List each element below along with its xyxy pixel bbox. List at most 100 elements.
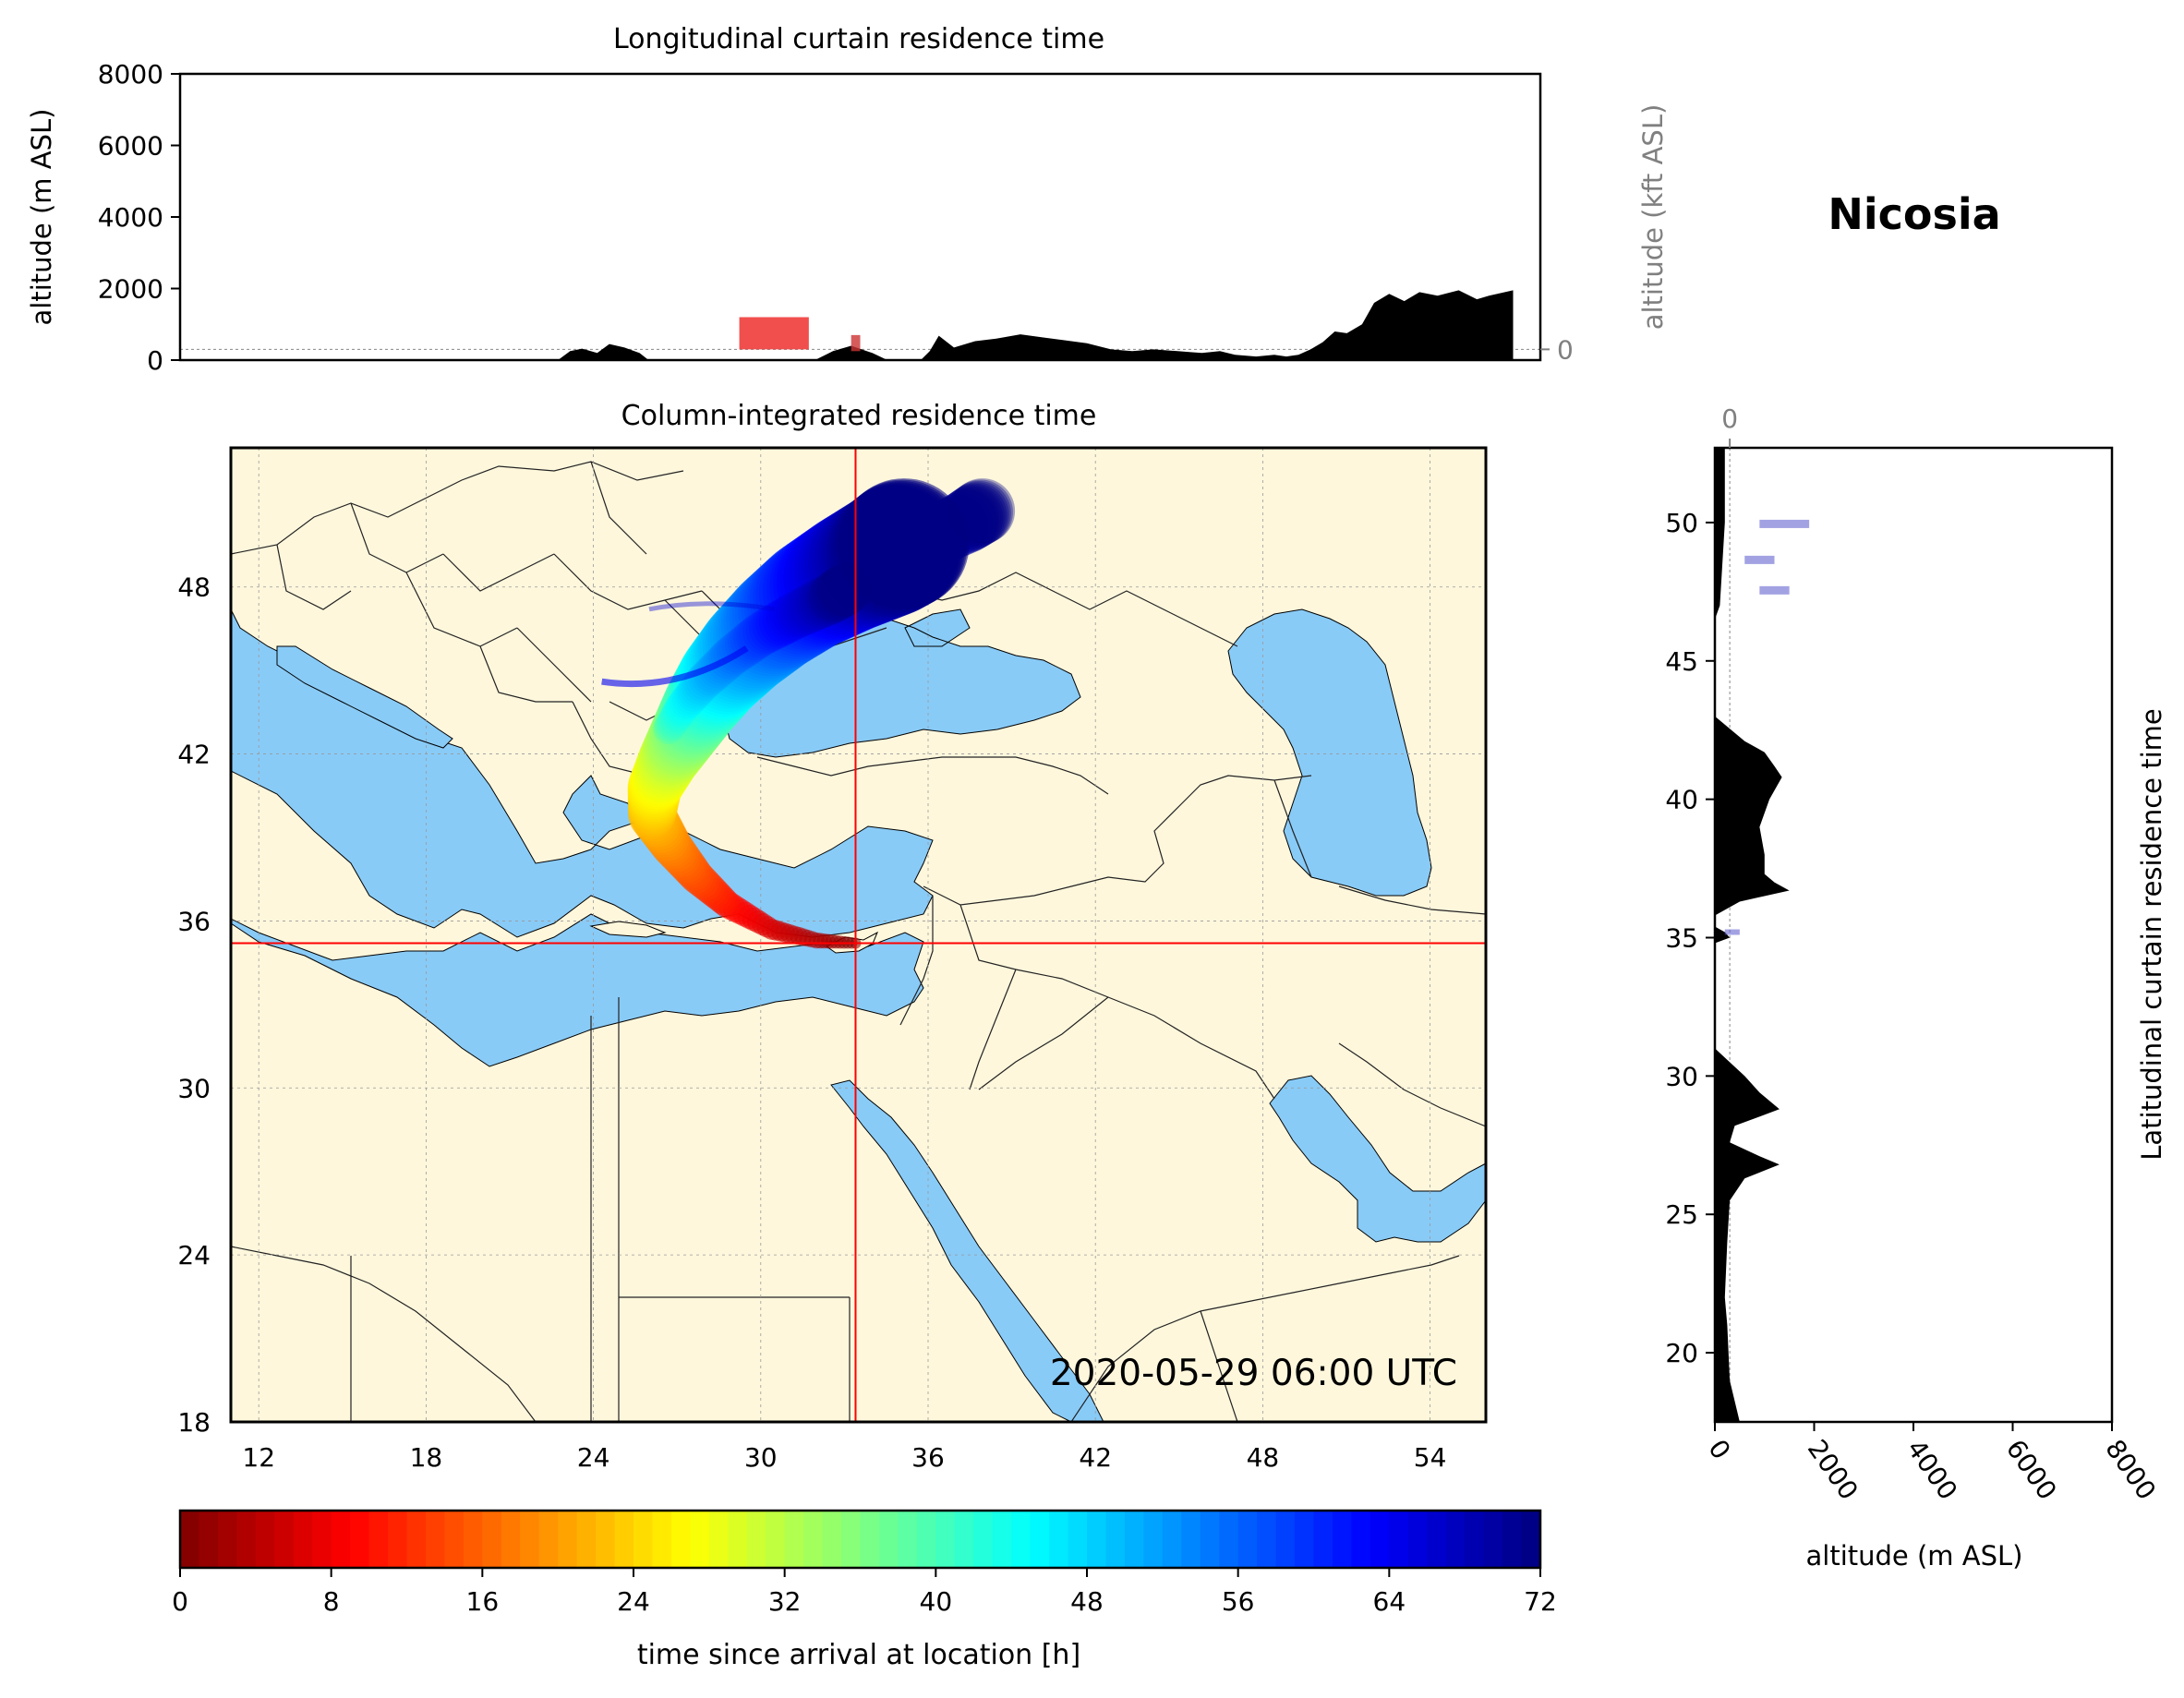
right-x-ticks-top: 050100 [1721, 403, 1738, 448]
colorbar-step [898, 1511, 918, 1568]
colorbar-tick-label: 8 [323, 1586, 340, 1617]
colorbar-step [1407, 1511, 1428, 1568]
red-sea [830, 1079, 1104, 1422]
plume-dot [949, 478, 1016, 544]
colorbar-step [1087, 1511, 1107, 1568]
sea-areas [231, 581, 1486, 1422]
colorbar-step [1389, 1511, 1409, 1568]
map-ytick-label: 36 [177, 906, 211, 936]
top-terrain-path [180, 290, 1540, 360]
colorbar-step [1030, 1511, 1050, 1568]
colorbar-step [350, 1511, 370, 1568]
colorbar-step [255, 1511, 275, 1568]
map-y-ticks: 18 24 30 36 42 48 [177, 572, 211, 1438]
plume-wisp [648, 601, 776, 612]
map-xtick-label: 48 [1247, 1442, 1280, 1473]
map-ytick-label: 18 [177, 1407, 211, 1438]
colorbar-step [992, 1511, 1012, 1568]
colorbar-step [538, 1511, 559, 1568]
colorbar-step [1275, 1511, 1296, 1568]
colorbar-frame [178, 1509, 1542, 1570]
map-ytick-label: 48 [177, 572, 211, 603]
right-x-ticks: 0 2000 4000 6000 8000 [1702, 1422, 2162, 1505]
right-xtick-label: 8000 [2099, 1434, 2162, 1505]
top-ytick-right-label: 0 [1557, 334, 1574, 365]
right-highlight-group [1724, 519, 1810, 935]
location-title: Nicosia [1828, 189, 2000, 239]
right-highlight-rect [1744, 555, 1775, 564]
right-terrain-path [1715, 448, 1790, 1422]
top-y-axis-label-right: altitude (kft ASL) [1637, 104, 1669, 331]
colorbar-step [1313, 1511, 1333, 1568]
colorbar-step [1295, 1511, 1315, 1568]
colorbar-step [293, 1511, 313, 1568]
colorbar-gradient [180, 1511, 1541, 1568]
map-panel-title: Column-integrated residence time [621, 400, 1097, 432]
right-xtick-top-label: 0 [1721, 403, 1738, 434]
colorbar-step [199, 1511, 219, 1568]
right-grid [1729, 448, 1731, 1422]
colorbar-step [444, 1511, 465, 1568]
colorbar-step [954, 1511, 974, 1568]
colorbar-step [652, 1511, 672, 1568]
map-xtick-label: 18 [410, 1442, 443, 1473]
latitudinal-curtain-panel: Nicosia 20 25 30 35 40 45 50 0 2000 4000 6000 8000… [1665, 189, 2167, 1572]
column-integrated-panel: Column-integrated residence time [177, 400, 1488, 1473]
colorbar-step [1143, 1511, 1164, 1568]
colorbar-step [312, 1511, 332, 1568]
top-terrain-area [180, 290, 1540, 360]
colorbar-tick-label: 64 [1373, 1586, 1406, 1617]
right-xtick-label: 4000 [1900, 1434, 1963, 1505]
crete [589, 921, 667, 938]
colorbar-step [368, 1511, 389, 1568]
adriatic-sea [276, 645, 453, 749]
right-y-axis-label: Latitudinal curtain residence time [2136, 708, 2167, 1161]
trajectory-plume [601, 478, 1016, 949]
right-xtick-label: 6000 [2000, 1434, 2063, 1505]
colorbar-step [860, 1511, 880, 1568]
colorbar-tick-label: 40 [920, 1586, 953, 1617]
colorbar-step [482, 1511, 502, 1568]
colorbar-step [1068, 1511, 1088, 1568]
colorbar-step [841, 1511, 862, 1568]
colorbar-step [1332, 1511, 1353, 1568]
colorbar-step [1049, 1511, 1069, 1568]
colorbar-step [217, 1511, 237, 1568]
colorbar-step [746, 1511, 766, 1568]
top-ytick-label: 4000 [98, 202, 163, 233]
colorbar-step [1105, 1511, 1126, 1568]
map-xtick-label: 12 [242, 1442, 275, 1473]
colorbar-step [784, 1511, 804, 1568]
plume-dot [839, 478, 970, 609]
map-xtick-label: 54 [1414, 1442, 1447, 1473]
colorbar-step [728, 1511, 748, 1568]
plume-dot [819, 562, 872, 616]
colorbar-step [180, 1511, 200, 1568]
colorbar-step [1427, 1511, 1447, 1568]
right-xtick-label: 0 [1702, 1434, 1736, 1465]
colorbar-step [558, 1511, 578, 1568]
colorbar-step [1465, 1511, 1485, 1568]
colorbar-step [1011, 1511, 1032, 1568]
colorbar-step [708, 1511, 729, 1568]
right-x-axis-label: altitude (m ASL) [1806, 1540, 2023, 1572]
persian-gulf [1269, 1075, 1486, 1243]
colorbar-step [633, 1511, 654, 1568]
top-y-axis-label: altitude (m ASL) [26, 109, 57, 326]
colorbar-step [766, 1511, 786, 1568]
colorbar-step [1219, 1511, 1239, 1568]
colorbar-step [425, 1511, 446, 1568]
colorbar-step [916, 1511, 936, 1568]
colorbar-step [1502, 1511, 1523, 1568]
top-panel-frame [178, 72, 1542, 362]
top-ytick-label: 6000 [98, 131, 163, 162]
colorbar-step [1351, 1511, 1371, 1568]
map-body [231, 448, 1486, 1422]
map-xtick-label: 36 [911, 1442, 945, 1473]
top-panel-title: Longitudinal curtain residence time [613, 23, 1104, 55]
map-frame [229, 446, 1488, 1424]
timestamp-label: 2020-05-29 06:00 UTC [1050, 1353, 1457, 1394]
colorbar-step [973, 1511, 994, 1568]
map-ytick-label: 24 [177, 1240, 211, 1270]
